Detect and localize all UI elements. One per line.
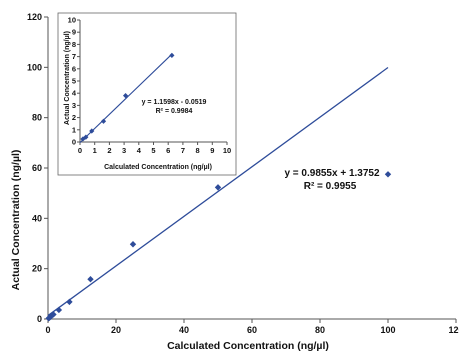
inset-x-tick-label: 5 [151,146,155,155]
main-x-tick-label: 20 [111,325,121,335]
main-y-axis-label: Actual Concentration (ng/µl) [10,150,22,291]
inset-data-point [169,52,175,58]
inset-chart: Actual Concentration (ng/µl) Calculated … [57,12,237,176]
main-x-tick-label: 120 [448,325,459,335]
main-x-tick-label: 40 [179,325,189,335]
inset-x-axis-label: Calculated Concentration (ng/µl) [104,164,212,171]
main-x-axis-label: Calculated Concentration (ng/µl) [167,340,329,351]
main-x-tick-label: 60 [247,325,257,335]
main-x-tick-label: 100 [380,325,395,335]
inset-x-tick-label: 2 [107,146,111,155]
inset-data-point [89,128,95,134]
inset-y-tick-label: 9 [72,28,76,37]
inset-x-tick-label: 7 [181,146,185,155]
inset-y-tick-label: 0 [72,138,76,147]
inset-x-tick-label: 6 [166,146,170,155]
main-y-tick-label: 80 [32,113,42,123]
main-trendline-equation: y = 0.9855x + 1.3752 [284,168,380,179]
main-data-point [66,298,73,306]
main-data-point [55,306,63,314]
inset-data-point [100,118,107,124]
main-y-tick-label: 60 [32,163,42,173]
inset-x-tick-label: 1 [93,146,97,155]
inset-y-tick-label: 1 [72,125,76,134]
inset-chart-frame [57,12,237,176]
inset-x-tick-label: 10 [223,146,231,155]
inset-y-tick-label: 5 [72,77,76,86]
inset-y-tick-label: 4 [72,89,77,98]
inset-x-tick-label: 3 [122,146,126,155]
inset-x-tick-label: 8 [196,146,200,155]
main-trendline [47,66,389,317]
inset-y-tick-label: 7 [72,52,76,61]
inset-data-point [83,134,89,140]
inset-y-tick-label: 3 [72,101,76,110]
inset-y-tick-label: 8 [72,40,76,49]
main-y-tick-label: 100 [27,62,42,72]
main-r-squared-label: R² = 0.9955 [304,181,357,192]
inset-y-axis-label: Actual Concentration (ng/µl) [64,31,71,125]
main-x-tick-label: 0 [45,325,50,335]
inset-r-squared-label: R² = 0.9984 [156,108,193,115]
inset-x-tick-label: 0 [78,146,82,155]
main-chart: Actual Concentration (ng/µl) Calculated … [10,12,459,352]
main-y-tick-label: 0 [37,314,42,324]
main-data-point [214,184,222,191]
inset-x-tick-label: 9 [210,146,214,155]
inset-data-point [122,93,129,99]
main-data-point [87,276,94,283]
main-data-point [384,171,392,178]
inset-y-tick-label: 10 [68,16,76,25]
main-x-tick-label: 80 [315,325,325,335]
inset-trendline-equation: y = 1.1598x - 0.0519 [142,99,207,106]
main-data-point [129,241,137,248]
inset-trendline [79,53,173,144]
inset-y-tick-label: 2 [72,113,76,122]
main-y-tick-label: 20 [32,264,42,274]
main-data-point [50,311,57,318]
inset-x-tick-label: 4 [137,146,142,155]
main-y-tick-label: 40 [32,213,42,223]
inset-y-tick-label: 6 [72,64,76,73]
main-y-tick-label: 120 [27,12,42,22]
